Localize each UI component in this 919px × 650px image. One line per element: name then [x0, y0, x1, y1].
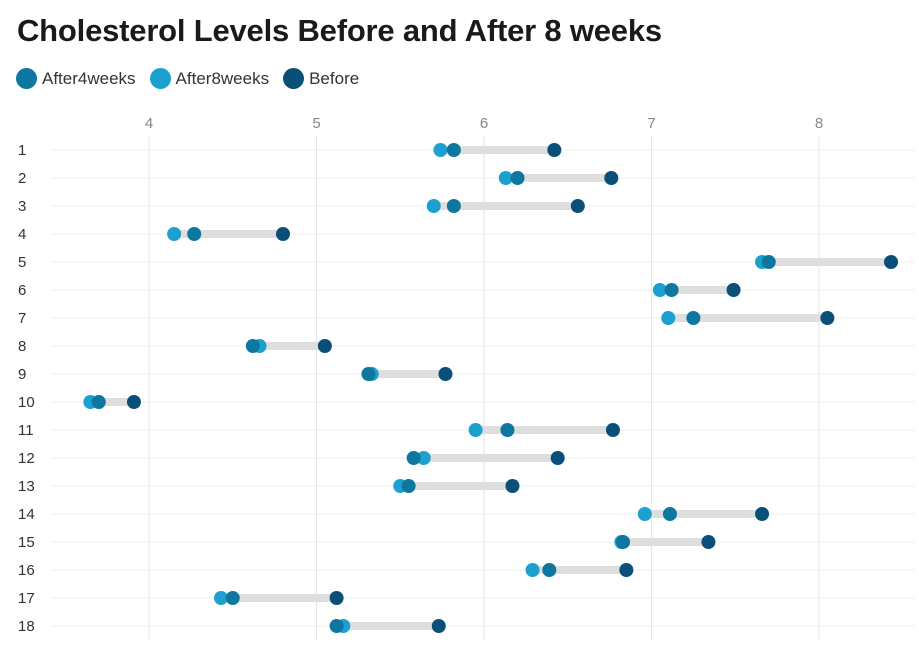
- before-dot: [431, 619, 446, 633]
- after4weeks-dot: [500, 423, 515, 437]
- after4weeks-dot: [664, 283, 679, 297]
- legend: After4weeks After8weeks Before: [16, 68, 373, 89]
- after4weeks-dot: [542, 563, 557, 577]
- before-dot: [317, 339, 332, 353]
- before-dot: [505, 479, 520, 493]
- category-label: 17: [18, 590, 35, 607]
- category-label: 11: [18, 422, 34, 439]
- before-dot: [604, 171, 619, 185]
- after4weeks-dot: [361, 367, 376, 381]
- chart-title: Cholesterol Levels Before and After 8 we…: [17, 13, 662, 48]
- category-label: 7: [18, 310, 26, 327]
- legend-label-after4weeks: After4weeks: [42, 68, 136, 88]
- before-dot: [701, 535, 716, 549]
- after4weeks-dot: [406, 451, 421, 465]
- before-dot: [276, 227, 290, 241]
- before-dot: [755, 507, 770, 521]
- after8weeks-dot: [167, 227, 182, 241]
- category-label: 14: [18, 506, 35, 523]
- after4weeks-dot: [245, 339, 260, 353]
- before-dot: [570, 199, 585, 213]
- after4weeks-dot: [686, 311, 701, 325]
- after8weeks-dot: [525, 563, 540, 577]
- after4weeks-dot: [329, 619, 344, 633]
- before-dot: [126, 395, 141, 409]
- category-label: 5: [18, 254, 26, 271]
- before-dot: [329, 591, 344, 605]
- before-dot: [619, 563, 634, 577]
- before-dot: [605, 423, 620, 437]
- after4weeks-dot: [616, 535, 631, 549]
- category-label: 12: [18, 450, 35, 467]
- legend-swatch-before: [283, 68, 305, 89]
- legend-item-after8weeks[interactable]: After8weeks: [149, 68, 270, 89]
- x-tick-label: 5: [312, 115, 320, 132]
- legend-swatch-after4weeks: [16, 68, 37, 89]
- after8weeks-dot: [498, 171, 513, 185]
- before-dot: [547, 143, 562, 157]
- x-tick-label: 7: [647, 115, 655, 132]
- after8weeks-dot: [661, 311, 676, 325]
- after4weeks-dot: [91, 395, 106, 409]
- after4weeks-dot: [446, 199, 461, 213]
- category-label: 13: [18, 478, 35, 495]
- category-label: 9: [18, 366, 26, 383]
- category-label: 18: [18, 618, 35, 635]
- after8weeks-dot: [652, 283, 667, 297]
- after4weeks-dot: [761, 255, 776, 269]
- after4weeks-dot: [225, 591, 240, 605]
- legend-label-before: Before: [309, 68, 360, 88]
- category-label: 15: [18, 534, 35, 551]
- after4weeks-dot: [510, 171, 525, 185]
- x-tick-label: 6: [480, 115, 488, 132]
- x-tick-label: 8: [815, 115, 823, 132]
- after8weeks-dot: [468, 423, 483, 437]
- category-label: 16: [18, 562, 35, 579]
- legend-swatch-after8weeks: [149, 68, 171, 89]
- x-tick-label: 4: [145, 115, 153, 132]
- before-dot: [550, 451, 565, 465]
- legend-item-after4weeks[interactable]: After4weeks: [16, 68, 136, 89]
- category-label: 4: [18, 226, 26, 243]
- legend-label-after8weeks: After8weeks: [175, 68, 270, 88]
- after8weeks-dot: [426, 199, 441, 213]
- category-label: 6: [18, 282, 26, 299]
- after4weeks-dot: [662, 507, 677, 521]
- after8weeks-dot: [637, 507, 652, 521]
- before-dot: [438, 367, 453, 381]
- after8weeks-dot: [416, 451, 431, 465]
- after8weeks-dot: [214, 591, 229, 605]
- category-label: 2: [18, 170, 26, 187]
- category-label: 3: [18, 198, 26, 215]
- category-label: 1: [18, 142, 26, 159]
- category-label: 8: [18, 338, 26, 355]
- before-dot: [820, 311, 835, 325]
- after4weeks-dot: [401, 479, 416, 493]
- after8weeks-dot: [433, 143, 448, 157]
- after4weeks-dot: [446, 143, 461, 157]
- legend-item-before[interactable]: Before: [283, 68, 359, 89]
- before-dot: [726, 283, 741, 297]
- category-label: 10: [18, 394, 35, 411]
- before-dot: [884, 255, 899, 269]
- after4weeks-dot: [187, 227, 202, 241]
